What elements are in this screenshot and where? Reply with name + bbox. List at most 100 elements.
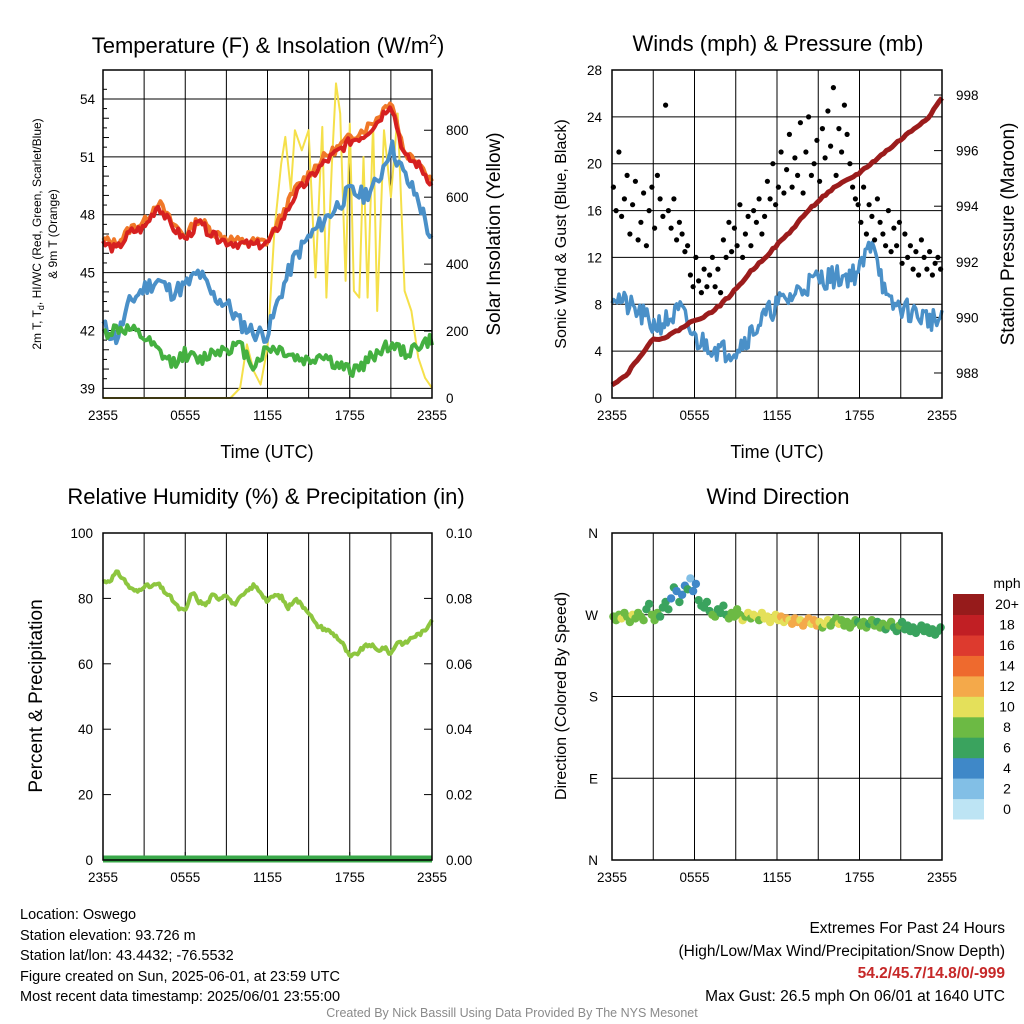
gust-point <box>668 225 674 231</box>
y-tick-label: 80 <box>78 591 93 606</box>
gust-point <box>740 254 746 260</box>
y-tick-label: S <box>589 690 598 705</box>
gust-point <box>624 172 630 178</box>
colorbar-title: mph <box>993 575 1020 591</box>
gust-point <box>693 254 699 260</box>
direction-point <box>639 616 648 625</box>
direction-point <box>691 579 701 589</box>
gust-point <box>709 254 716 260</box>
y-tick-label: 0 <box>594 391 602 406</box>
y-right-tick-label: 0.06 <box>446 657 472 672</box>
station-info: Location: Oswego Station elevation: 93.7… <box>20 905 340 1008</box>
gust-point <box>641 190 647 196</box>
y-tick-label: 60 <box>78 657 93 672</box>
y-right-tick-label: 800 <box>446 123 469 138</box>
gust-point <box>701 266 707 272</box>
gust-point <box>638 219 644 225</box>
y-right-tick-label: 0 <box>446 391 454 406</box>
colorbar-swatch <box>953 696 984 718</box>
colorbar-swatch <box>953 716 984 738</box>
gust-point <box>632 178 639 184</box>
colorbar-swatch <box>953 798 984 820</box>
gust-point <box>707 272 713 278</box>
y-right-tick-label: 996 <box>956 144 979 159</box>
y-right-tick-label: 400 <box>446 257 469 272</box>
y-axis-label-left: 2m T, Td, HI/WC (Red, Green, Scarlet/Blu… <box>30 118 46 349</box>
x-tick-label: 0555 <box>679 408 709 423</box>
y-right-tick-label: 0.00 <box>446 853 472 868</box>
gust-point <box>784 167 790 173</box>
series-line-dewpoint <box>101 323 434 378</box>
x-tick-label: 2355 <box>927 870 957 885</box>
gust-point <box>657 196 663 202</box>
y-tick-label: E <box>589 771 598 786</box>
gust-point <box>737 202 743 208</box>
panel-title: Relative Humidity (%) & Precipitation (i… <box>67 484 464 509</box>
gust-point <box>773 202 779 208</box>
gust-point <box>924 266 930 272</box>
gust-point <box>778 149 784 155</box>
x-tick-label: 1155 <box>762 870 791 885</box>
x-tick-label: 2355 <box>417 870 447 885</box>
gust-point <box>819 126 826 132</box>
gust-point <box>795 172 801 178</box>
gust-point <box>762 213 768 219</box>
y-tick-label: 48 <box>80 208 95 223</box>
y-tick-label: N <box>588 526 598 541</box>
y-axis-label-right: Station Pressure (Maroon) <box>998 123 1019 346</box>
gust-point <box>753 219 760 225</box>
x-tick-label: 2355 <box>597 408 627 423</box>
gust-point <box>905 254 911 260</box>
x-tick-label: 1755 <box>335 870 365 885</box>
gust-point <box>800 190 806 196</box>
gust-point <box>627 231 633 237</box>
y-tick-label: 16 <box>587 204 602 219</box>
gust-point <box>643 243 650 249</box>
gust-point <box>660 213 666 219</box>
credit-line: Created By Nick Bassill Using Data Provi… <box>326 1006 698 1020</box>
gust-point <box>682 249 688 255</box>
plot-frame <box>611 69 943 399</box>
y-tick-label: 42 <box>80 323 95 338</box>
gust-point <box>872 237 878 243</box>
gust-point <box>696 278 702 284</box>
gust-point <box>877 219 883 225</box>
gust-point <box>822 155 828 161</box>
gust-point <box>918 237 925 243</box>
y-right-tick-label: 998 <box>956 88 979 103</box>
y-tick-label: 8 <box>594 297 602 312</box>
direction-point <box>664 605 673 614</box>
extremes-info: Extremes For Past 24 Hours (High/Low/Max… <box>679 918 1006 1008</box>
extremes-title: Extremes For Past 24 Hours <box>809 920 1005 937</box>
extremes-values: 54.2/45.7/14.8/0/-999 <box>857 965 1005 982</box>
y-axis-label-right: Solar Insolation (Yellow) <box>484 132 505 335</box>
gust-point <box>830 85 837 91</box>
y-right-tick-label: 0.04 <box>446 722 473 737</box>
y-tick-label: W <box>585 608 598 623</box>
gust-point <box>811 161 817 167</box>
temperature-panel: 2355 0555 1155 1755 2355 39 42 45 48 51 54 0 200 400 6… <box>30 31 505 462</box>
gust-point <box>748 243 754 249</box>
panel-title: Winds (mph) & Pressure (mb) <box>633 31 924 56</box>
gust-point <box>676 219 683 225</box>
direction-point <box>936 623 945 632</box>
gust-point <box>759 231 765 237</box>
gust-point <box>715 266 721 272</box>
y-tick-label: 28 <box>587 63 602 78</box>
panel-title: Temperature (F) & Insolation (W/m2) <box>92 31 445 58</box>
gust-point <box>907 243 914 249</box>
gust-point <box>734 243 740 249</box>
y-right-tick-label: 992 <box>956 255 979 270</box>
gust-point <box>913 249 919 255</box>
y-right-tick-label: 0.08 <box>446 591 472 606</box>
colorbar-swatch <box>953 675 984 697</box>
x-tick-label: 0555 <box>170 870 200 885</box>
gust-point <box>836 126 842 132</box>
gust-point <box>619 213 625 219</box>
y-right-tick-label: 990 <box>956 310 979 325</box>
max-gust: Max Gust: 26.5 mph On 06/01 at 1640 UTC <box>705 987 1005 1005</box>
gust-point <box>792 155 798 161</box>
y-axis-label-left: Direction (Colored By Speed) <box>553 592 570 800</box>
gust-point <box>723 254 729 260</box>
